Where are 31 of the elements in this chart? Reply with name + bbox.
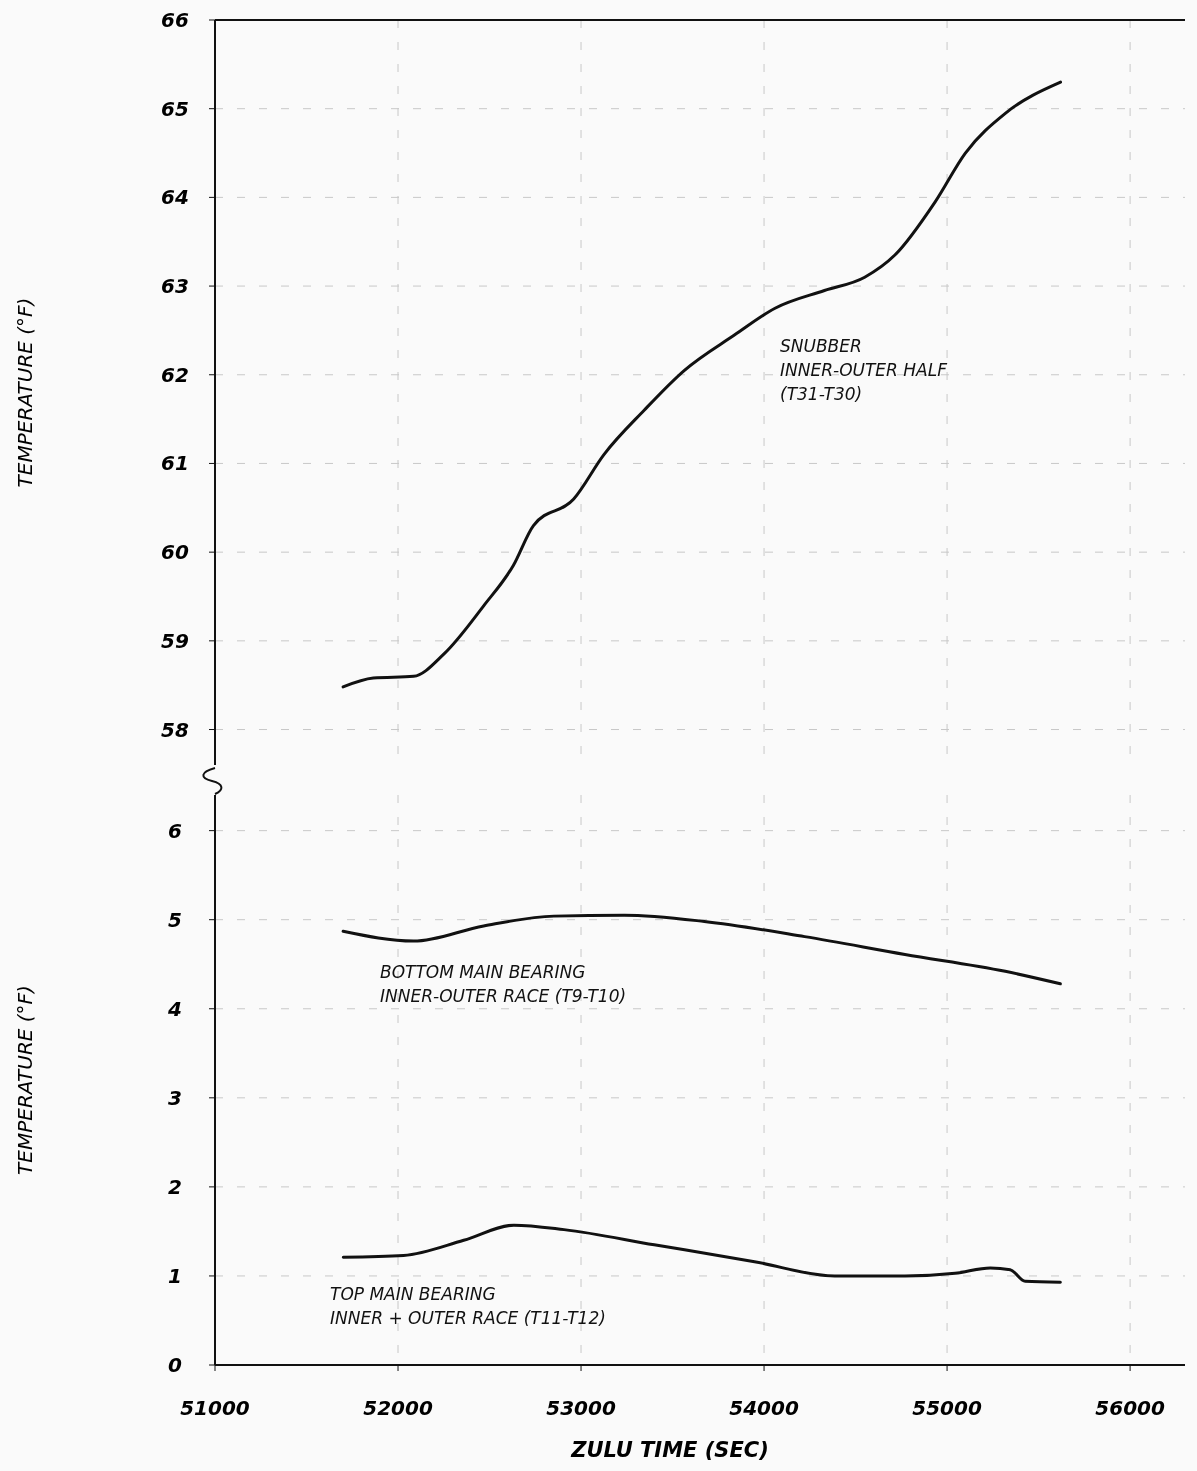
x-tick-label: 51000 bbox=[180, 1396, 250, 1420]
series-label: TOP MAIN BEARING INNER + OUTER RACE (T11-T12) bbox=[330, 1284, 606, 1328]
y-tick-label: 64 bbox=[161, 185, 189, 210]
y-tick-label: 2 bbox=[168, 1174, 182, 1199]
y-tick-label: 65 bbox=[161, 96, 189, 121]
y-tick-label: 62 bbox=[161, 362, 189, 387]
y-tick-label: 1 bbox=[168, 1263, 182, 1288]
line-series bbox=[341, 913, 1062, 986]
y-tick-label: 63 bbox=[161, 274, 189, 299]
y-axis-title: TEMPERATURE (°F) bbox=[13, 297, 37, 488]
x-tick-label: 52000 bbox=[363, 1396, 433, 1420]
x-tick-label: 55000 bbox=[912, 1396, 982, 1420]
y-tick-label: 58 bbox=[161, 717, 189, 742]
y-tick-label: 5 bbox=[168, 907, 182, 932]
line-series bbox=[341, 80, 1063, 689]
x-axis-title: ZULU TIME (SEC) bbox=[570, 1438, 769, 1462]
y-tick-label: 4 bbox=[167, 996, 182, 1021]
y-axis-title: TEMPERATURE (°F) bbox=[13, 985, 37, 1175]
y-tick-label: 0 bbox=[168, 1353, 183, 1377]
line-series bbox=[341, 1223, 1062, 1284]
y-tick-label: 3 bbox=[168, 1085, 182, 1110]
y-tick-label: 60 bbox=[161, 540, 189, 565]
y-tick-label: 59 bbox=[161, 628, 189, 653]
x-tick-label: 53000 bbox=[546, 1396, 616, 1420]
y-tick-label: 61 bbox=[161, 451, 189, 476]
x-tick-label: 56000 bbox=[1095, 1396, 1165, 1420]
series-label: BOTTOM MAIN BEARING INNER-OUTER RACE (T9-T10) bbox=[380, 962, 627, 1006]
y-tick-label: 6 bbox=[168, 818, 183, 843]
series-label: SNUBBER INNER-OUTER HALF (T31-T30) bbox=[780, 336, 948, 404]
x-tick-label: 54000 bbox=[729, 1396, 799, 1420]
y-tick-label: 66 bbox=[161, 8, 189, 32]
